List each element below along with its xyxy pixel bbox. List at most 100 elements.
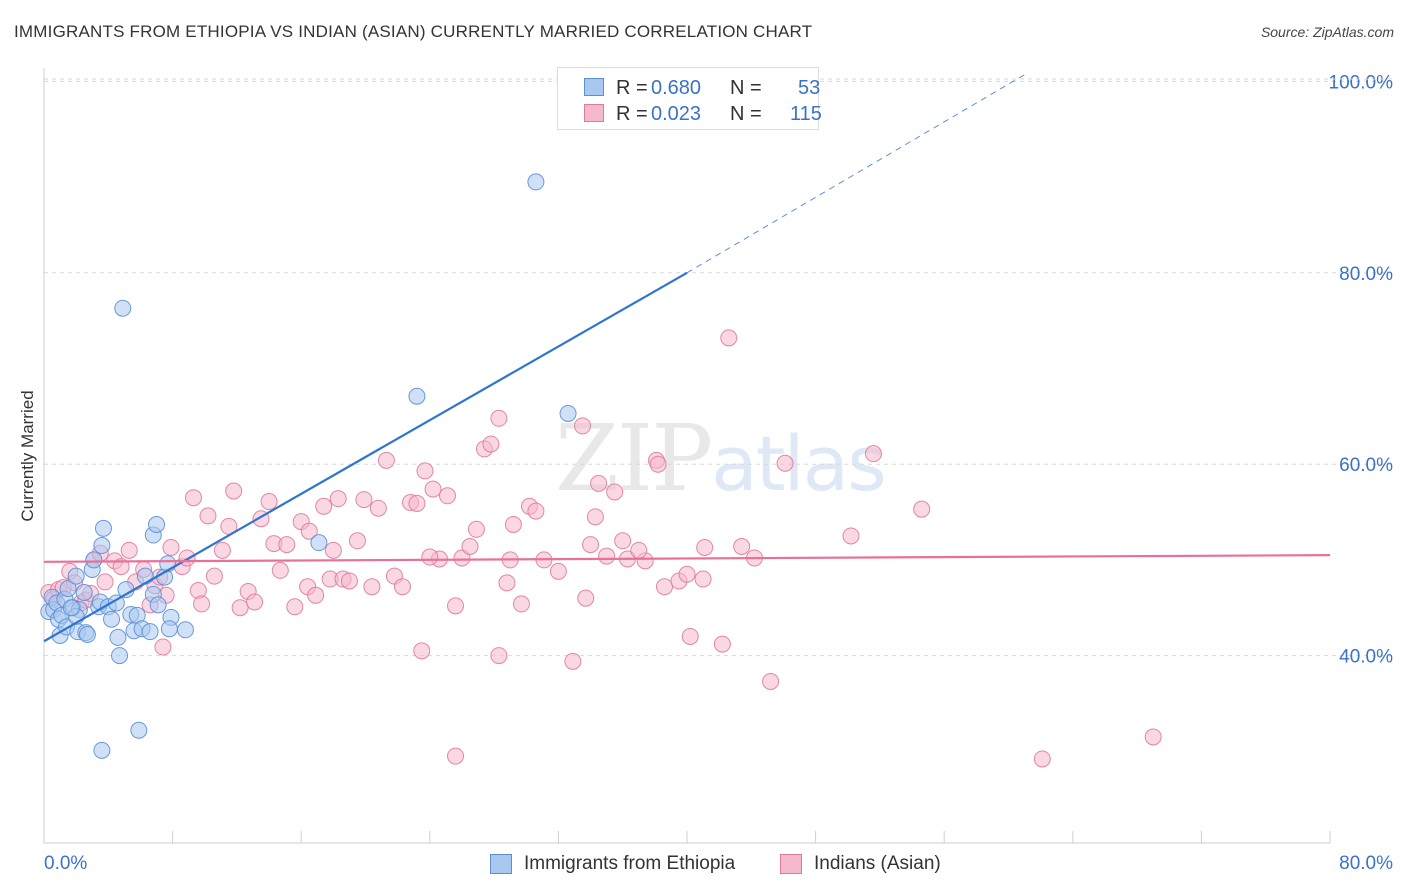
- data-point-indian: [300, 522, 318, 540]
- watermark: ZIPatlas: [555, 405, 887, 512]
- data-point-indian: [120, 541, 138, 559]
- data-point-indian: [842, 527, 860, 545]
- data-point-indian: [231, 599, 249, 617]
- data-point-ethiopia: [62, 599, 80, 617]
- data-point-indian: [681, 627, 699, 645]
- data-point-indian: [733, 538, 751, 556]
- data-point-indian: [421, 548, 439, 566]
- legend-swatch-pink: [584, 104, 604, 122]
- data-point-indian: [776, 454, 794, 472]
- data-point-indian: [329, 490, 347, 508]
- data-point-indian: [527, 502, 545, 520]
- data-point-indian: [586, 508, 604, 526]
- data-point-ethiopia: [141, 623, 159, 641]
- data-point-indian: [606, 483, 624, 501]
- data-point-indian: [655, 578, 673, 596]
- data-point-indian: [678, 565, 696, 583]
- y-tick-label: 60.0%: [1339, 455, 1393, 476]
- data-point-indian: [864, 445, 882, 463]
- n-label: N =: [730, 77, 762, 99]
- data-point-ethiopia: [149, 596, 167, 614]
- data-point-indian: [598, 547, 616, 565]
- data-point-indian: [315, 497, 333, 515]
- data-point-indian: [416, 462, 434, 480]
- data-point-indian: [340, 572, 358, 590]
- data-point-ethiopia: [114, 299, 132, 317]
- data-point-ethiopia: [310, 534, 328, 552]
- data-point-indian: [713, 635, 731, 653]
- data-point-indian: [482, 435, 500, 453]
- data-point-indian: [271, 561, 289, 579]
- r-value: 0.023: [651, 103, 702, 125]
- data-point-indian: [286, 598, 304, 616]
- data-point-indian: [348, 532, 366, 550]
- legend-swatch-blue: [490, 854, 512, 874]
- data-point-ethiopia: [176, 621, 194, 639]
- chart-title: IMMIGRANTS FROM ETHIOPIA VS INDIAN (ASIA…: [14, 22, 813, 41]
- data-point-indian: [762, 672, 780, 690]
- data-point-indian: [453, 549, 471, 567]
- data-point-indian: [574, 417, 592, 435]
- y-tick-label: 100.0%: [1329, 72, 1394, 93]
- data-point-ethiopia: [527, 173, 545, 191]
- r-value: 0.680: [651, 77, 702, 99]
- data-point-indian: [549, 562, 567, 580]
- y-tick-label: 80.0%: [1339, 264, 1393, 285]
- data-point-indian: [355, 491, 373, 509]
- data-point-indian: [490, 647, 508, 665]
- y-tick-label: 40.0%: [1339, 647, 1393, 668]
- data-point-indian: [154, 638, 172, 656]
- data-point-indian: [614, 532, 632, 550]
- data-point-indian: [112, 558, 130, 576]
- data-point-indian: [447, 597, 465, 615]
- data-point-indian: [630, 541, 648, 559]
- data-point-ethiopia: [75, 583, 93, 601]
- data-point-indian: [1033, 750, 1051, 768]
- data-point-indian: [225, 482, 243, 500]
- data-point-indian: [424, 480, 442, 498]
- data-point-indian: [577, 589, 595, 607]
- data-point-indian: [504, 515, 522, 533]
- data-point-indian: [363, 578, 381, 596]
- data-point-indian: [369, 499, 387, 517]
- data-point-indian: [162, 538, 180, 556]
- data-point-ethiopia: [59, 580, 77, 598]
- legend-swatch-pink: [780, 854, 802, 874]
- data-point-indian: [278, 536, 296, 554]
- data-point-ethiopia: [93, 537, 111, 555]
- data-point-indian: [408, 494, 426, 512]
- data-point-indian: [913, 500, 931, 518]
- data-point-ethiopia: [107, 594, 125, 612]
- data-point-indian: [467, 520, 485, 538]
- source-label: Source: ZipAtlas.com: [1260, 24, 1394, 40]
- data-point-indian: [193, 595, 211, 613]
- data-point-indian: [184, 489, 202, 507]
- n-label: N =: [730, 103, 762, 125]
- x-tick-label: 80.0%: [1339, 853, 1393, 874]
- legend-label-ethiopia: Immigrants from Ethiopia: [524, 853, 736, 874]
- data-point-ethiopia: [136, 567, 154, 585]
- r-label: R =: [616, 103, 648, 125]
- r-label: R =: [616, 77, 648, 99]
- data-point-indian: [498, 574, 516, 592]
- x-tick-label: 0.0%: [44, 853, 87, 874]
- data-point-indian: [96, 573, 114, 591]
- legend-label-indian: Indians (Asian): [814, 853, 941, 874]
- data-point-ethiopia: [78, 626, 96, 644]
- n-value: 53: [798, 77, 821, 99]
- data-point-indian: [413, 642, 431, 660]
- data-point-ethiopia: [85, 551, 103, 569]
- data-point-ethiopia: [130, 721, 148, 739]
- data-point-indian: [307, 586, 325, 604]
- data-point-ethiopia: [93, 741, 111, 759]
- data-point-indian: [447, 747, 465, 765]
- trend-line-ethiopia: [43, 271, 688, 643]
- legend-swatch-blue: [584, 78, 604, 96]
- data-point-indian: [246, 593, 264, 611]
- data-point-indian: [213, 541, 231, 559]
- data-point-indian: [582, 536, 600, 554]
- data-point-indian: [393, 578, 411, 596]
- stats-legend: R = 0.680 N = 53 R = 0.023 N = 115: [557, 67, 822, 130]
- data-point-indian: [260, 493, 278, 511]
- data-point-ethiopia: [109, 628, 127, 646]
